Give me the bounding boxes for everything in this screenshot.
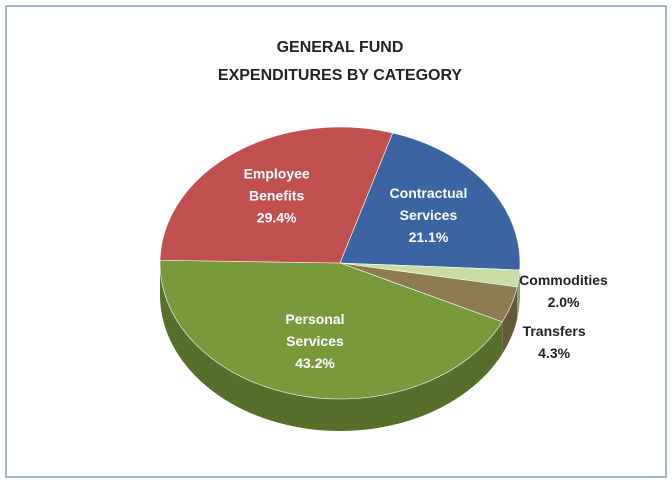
chart-title: EXPENDITURES BY CATEGORY: [218, 67, 463, 84]
chart-title: GENERAL FUND: [277, 39, 404, 56]
slice: [339, 132, 521, 303]
slice-label: Services: [400, 207, 458, 223]
value-label: 43.2%: [295, 355, 335, 371]
slice-label: Employee: [244, 166, 310, 182]
slice-top: [339, 132, 521, 271]
slice: [159, 126, 394, 264]
slice: [159, 259, 503, 431]
value-label: 2.0%: [548, 294, 580, 310]
slice-side: [160, 263, 503, 431]
slice-label: Benefits: [249, 188, 304, 204]
value-label: 4.3%: [538, 345, 570, 361]
slice-label: Contractual: [390, 185, 468, 201]
slice-side: [502, 286, 518, 354]
slice-top: [159, 259, 503, 400]
slice-label: Commodities: [519, 272, 608, 288]
slice-label: Transfers: [523, 323, 586, 339]
value-label: 21.1%: [409, 229, 449, 245]
slice-side: [517, 270, 520, 319]
value-label: 29.4%: [257, 210, 297, 226]
slice-label: Personal: [285, 311, 344, 327]
slice-label: Services: [286, 333, 344, 349]
slice-top: [159, 126, 394, 264]
